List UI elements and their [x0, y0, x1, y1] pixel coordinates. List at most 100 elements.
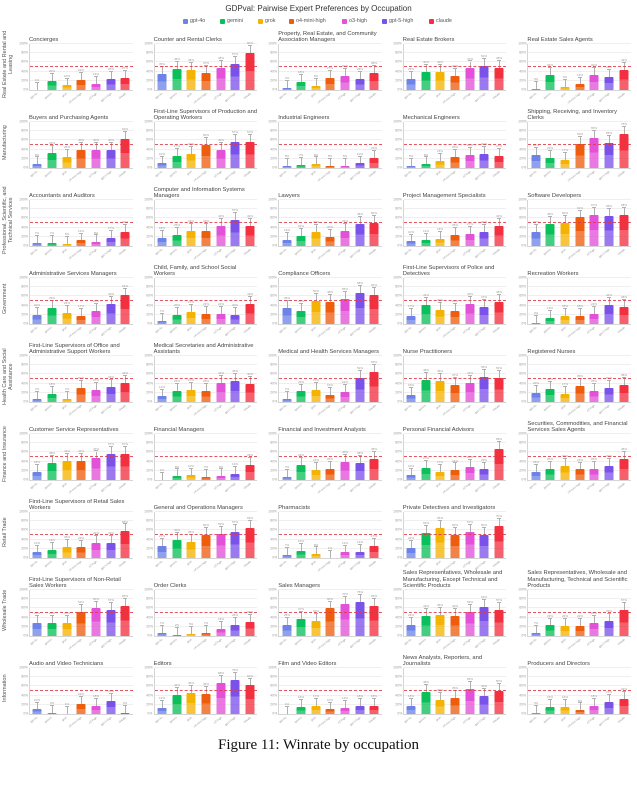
bar-column-o4-mini-high: 60%: [323, 590, 338, 636]
bar-gemini: [545, 157, 555, 168]
gridline: [403, 598, 507, 600]
y-tick-label: 80%: [394, 363, 402, 368]
bar-value-label: 45%: [173, 57, 180, 62]
x-tick-label: claude: [243, 404, 252, 413]
error-whisker: [440, 64, 442, 72]
error-whisker-cap: [563, 307, 568, 309]
y-tick-label: 100%: [393, 119, 402, 125]
x-tick-label: gemini: [169, 92, 178, 101]
error-whisker-cap: [343, 68, 348, 70]
bar-o3-high: [589, 468, 599, 480]
x-tick-label: gpt-5-high: [598, 326, 611, 337]
bar-o3-high: [91, 84, 101, 90]
x-tick-label: grok: [435, 170, 442, 177]
bar-column-gemini: 15%: [294, 512, 309, 558]
x-tick-label: gpt-4o: [403, 170, 413, 178]
bar-gpt-5-high: [479, 535, 489, 558]
chart-title: Nurse Practitioners: [402, 348, 453, 355]
gridline: [279, 130, 382, 132]
y-tick-label: 20%: [394, 156, 402, 161]
reference-line-50pct: [154, 534, 258, 535]
x-axis-labels: gpt-4o gemini grok o4-mini-high o3-high gpt-5…: [278, 403, 382, 417]
sector-label: Finance and Insurance: [2, 418, 15, 491]
y-tick-label: 20%: [270, 468, 278, 473]
error-whisker: [205, 383, 207, 391]
error-whisker: [161, 472, 163, 480]
bar-o3-high: [465, 68, 475, 90]
bar-column-grok: 45%: [184, 668, 199, 714]
x-tick-label: gpt-5-high: [349, 560, 362, 571]
x-tick-label: grok: [61, 92, 69, 99]
chart-cell: Order Clerks 0% 20% 40% 60% 80% 100% 7% 2% 5% 7% 15…: [140, 574, 258, 651]
x-tick-label: o4-mini-high: [442, 92, 457, 105]
bar-value-label: 8%: [313, 152, 318, 157]
bar-column-gemini: 25%: [169, 200, 184, 246]
bar-column-claude: 32%: [616, 668, 631, 714]
x-tick-label: o4-mini-high: [566, 92, 582, 105]
x-tick-label: grok: [559, 92, 567, 99]
error-whisker: [37, 702, 39, 710]
y-tick-label: 40%: [145, 537, 153, 542]
x-axis-labels: gpt-4o gemini grok o4-mini-high o3-high gpt-5…: [29, 403, 133, 417]
bar-grok: [560, 394, 570, 402]
bar-gpt-4o: [406, 78, 416, 90]
sector-label-text: Health Care and Social Assistance: [2, 348, 14, 405]
bar-value-label: 13%: [547, 306, 554, 311]
bars: 10% 27% 30% 50% 40% 57% 57%: [155, 122, 258, 168]
error-whisker-cap: [592, 697, 597, 699]
error-whisker-cap: [343, 223, 348, 225]
error-whisker-cap: [577, 307, 582, 309]
error-whisker: [95, 235, 97, 243]
bar-value-label: 43%: [107, 292, 114, 297]
bar-o3-high: [91, 608, 101, 636]
error-whisker-cap: [563, 386, 568, 388]
error-whisker: [205, 625, 207, 633]
x-tick-label: o3-high: [461, 248, 472, 257]
bar-column-grok: 43%: [184, 44, 199, 90]
y-tick-label: 100%: [19, 119, 28, 125]
y-tick-label: 60%: [145, 684, 153, 689]
bar-gpt-5-high: [355, 705, 365, 714]
gridline: [279, 589, 382, 590]
error-whisker: [161, 67, 163, 74]
error-whisker-cap: [423, 459, 428, 461]
bar-grok: [62, 398, 72, 402]
bars: 28% 28% 28% 52% 60% 57% 65%: [30, 590, 133, 636]
error-whisker-cap: [189, 62, 194, 64]
bar-value-label: 55%: [466, 677, 473, 681]
x-tick-label: gpt-4o: [279, 716, 288, 724]
y-tick-label: 40%: [145, 225, 153, 230]
y-tick-label: 0%: [396, 555, 402, 561]
error-whisker: [609, 209, 610, 217]
bar-value-label: 40%: [107, 138, 114, 142]
x-tick-label: gemini: [542, 716, 552, 725]
bar-value-label: 33%: [298, 453, 305, 457]
error-whisker: [579, 77, 581, 85]
bar-value-label: 33%: [202, 219, 209, 223]
error-whisker: [455, 227, 457, 235]
error-whisker-cap: [607, 612, 611, 614]
bar-value-label: 75%: [356, 590, 363, 594]
bar-column-gpt-4o: 30%: [528, 200, 543, 246]
bars: 18% 48% 30% 35% 55% 40% 50%: [404, 668, 507, 714]
x-tick-label: gpt-5-high: [473, 638, 487, 649]
bar-value-label: 65%: [437, 516, 444, 521]
bar-gpt-5-high: [604, 304, 614, 324]
error-whisker-cap: [123, 705, 128, 707]
bar-column-grok: 25%: [59, 122, 74, 168]
bar-value-label: 7%: [284, 387, 289, 391]
bar-value-label: 18%: [48, 538, 55, 542]
bar-column-gemini: 8%: [169, 434, 184, 480]
y-tick-label: 40%: [145, 381, 153, 386]
bar-grok: [311, 301, 321, 324]
bar-grok: [560, 87, 570, 90]
x-axis-labels: gpt-4o gemini grok o4-mini-high o3-high gpt-5…: [154, 169, 258, 183]
error-whisker: [220, 469, 222, 477]
bar-column-o3-high: 70%: [338, 590, 353, 636]
bar-value-label: 18%: [408, 694, 415, 698]
error-whisker-cap: [35, 306, 40, 308]
error-whisker: [411, 234, 413, 242]
bar-gemini: [545, 625, 555, 636]
error-whisker-cap: [247, 296, 252, 298]
gridline: [403, 589, 507, 590]
